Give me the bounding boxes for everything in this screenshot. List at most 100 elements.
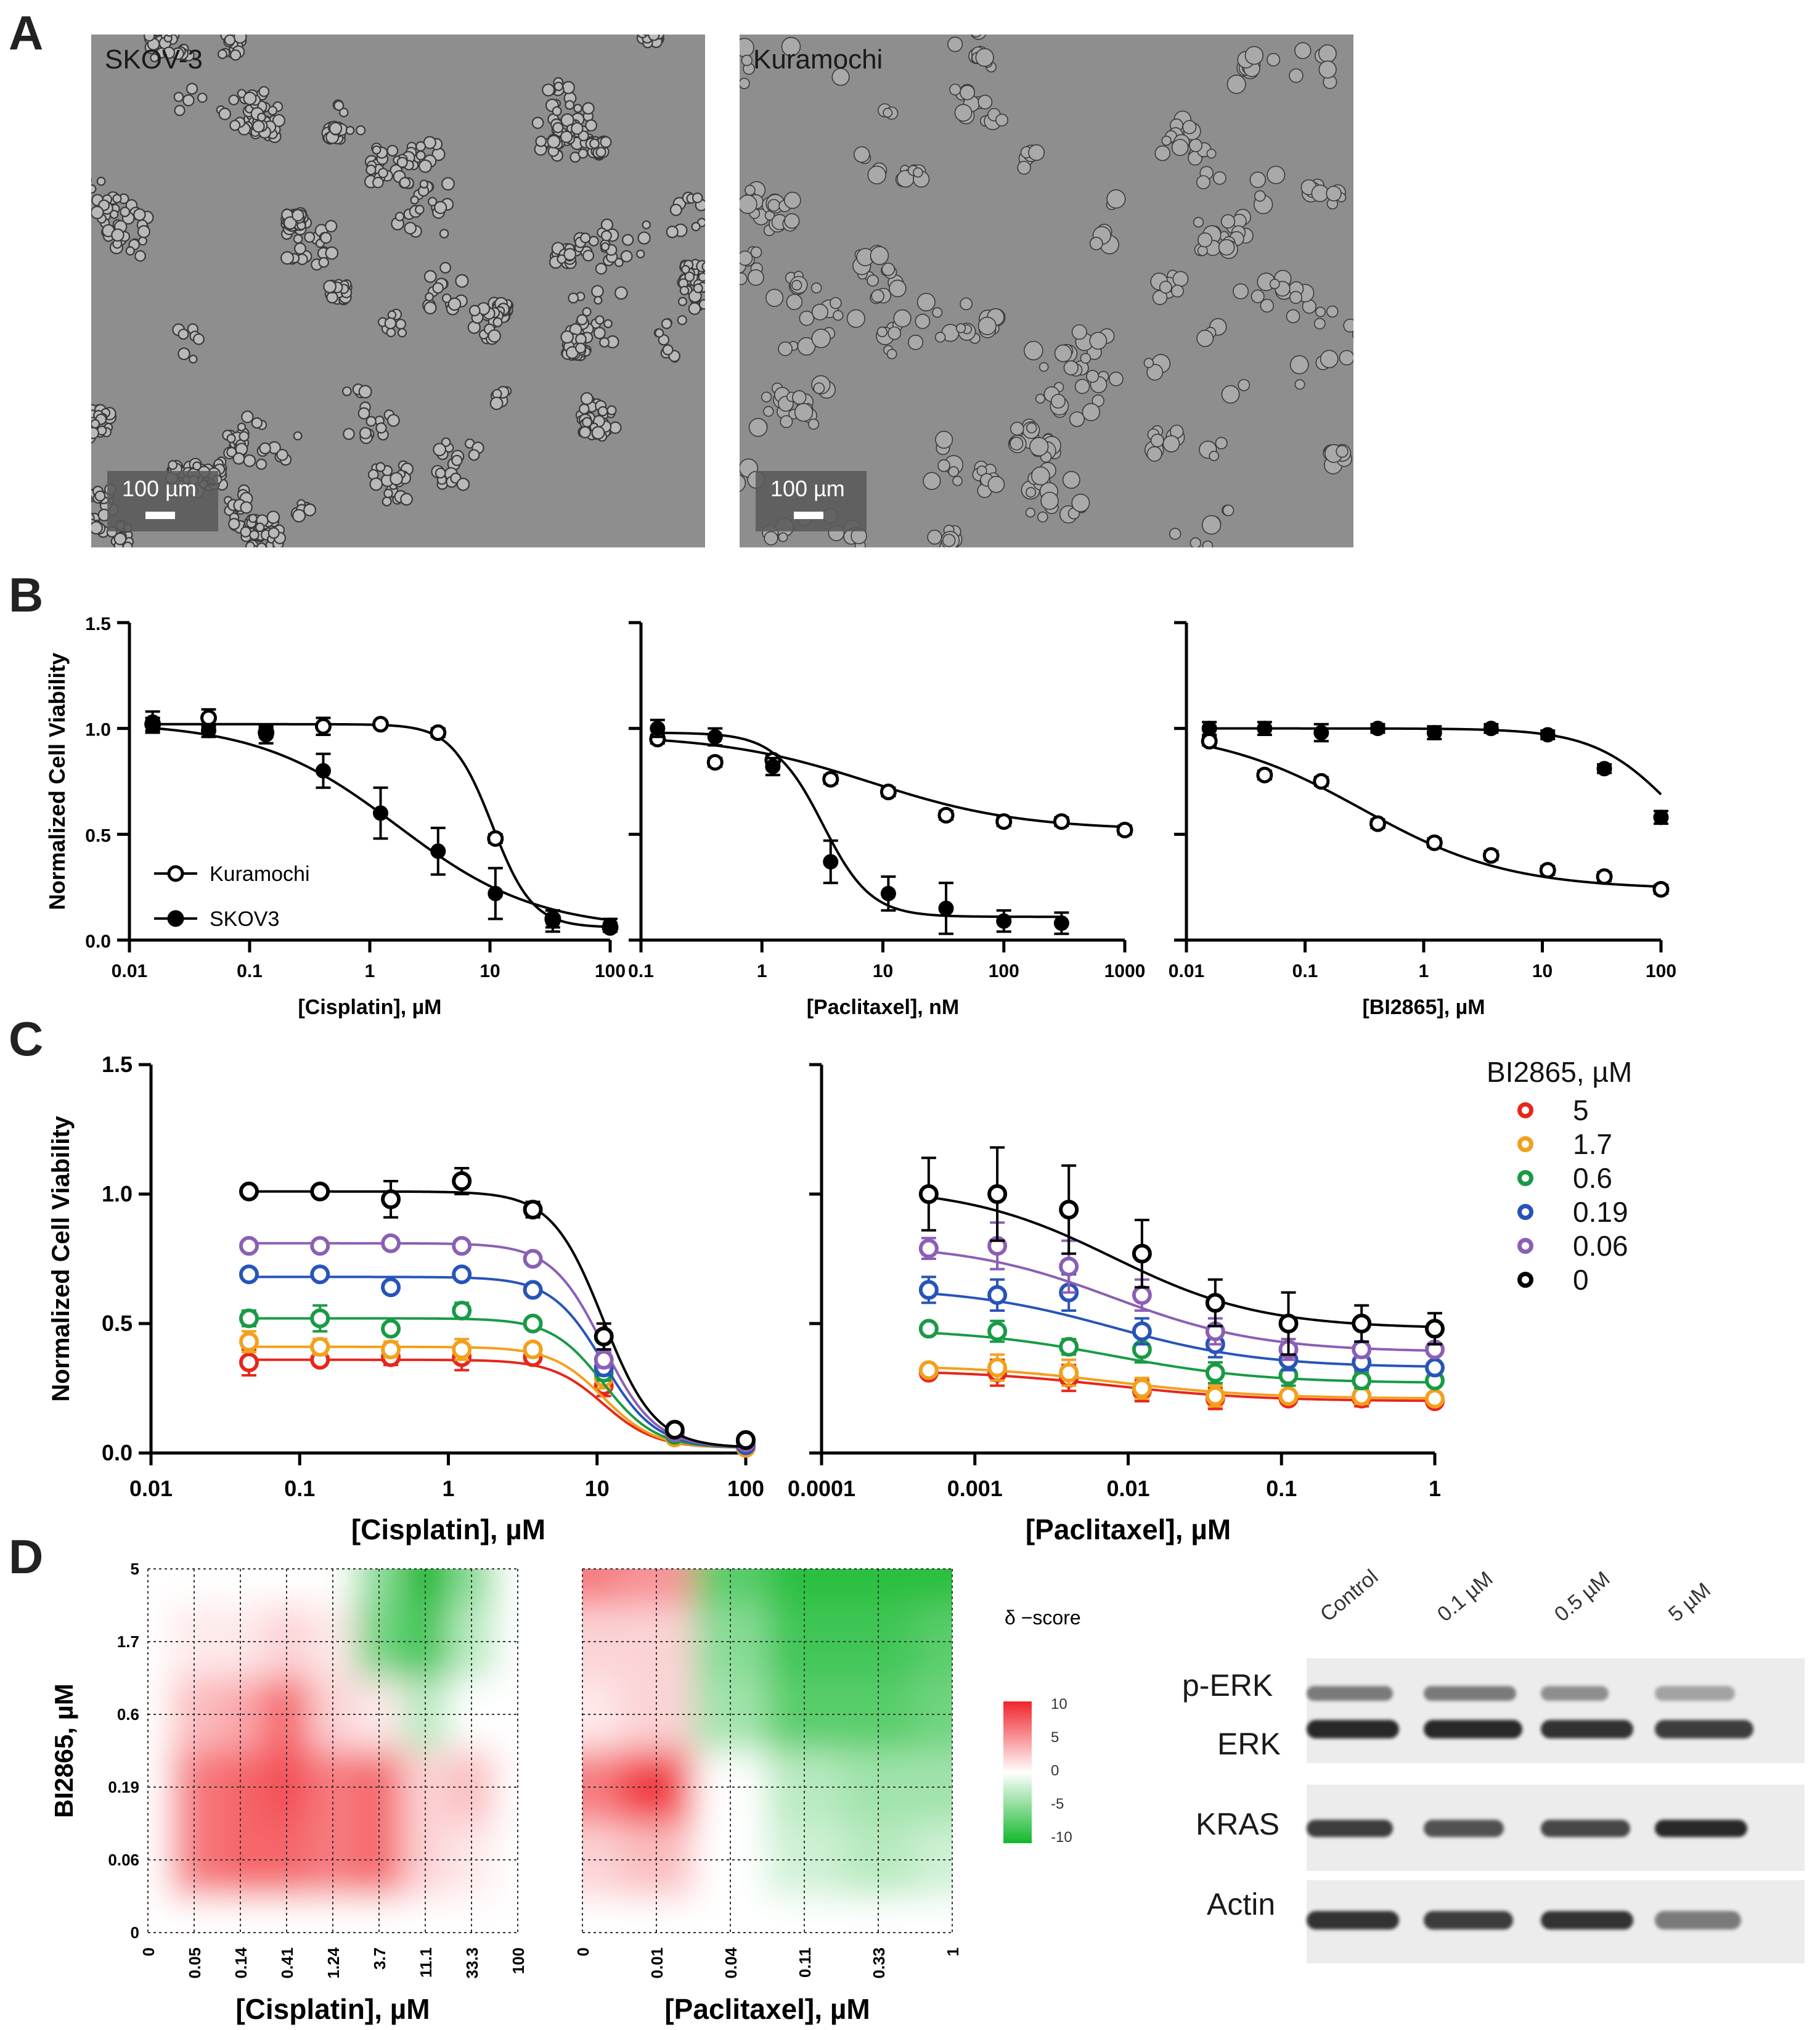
cell [688, 302, 701, 315]
x-tick-label: 1.24 [324, 1947, 343, 1978]
colorbar-gradient [1003, 1701, 1032, 1843]
cell [698, 299, 705, 310]
cell [186, 83, 198, 95]
x-tick-label: 0.14 [232, 1947, 250, 1978]
blot-band [1655, 1820, 1747, 1837]
cell [245, 541, 255, 547]
cell [582, 307, 592, 317]
cell [318, 256, 329, 268]
cell [698, 272, 705, 282]
cell [600, 242, 610, 252]
cell [614, 258, 624, 268]
cell [218, 107, 231, 121]
heatmap-D1: 0 0.05 0.14 0.41 1.24 3.7 11.1 33.3 100 0 0.06 0.19… [49, 1560, 528, 2025]
cell [571, 122, 584, 135]
cell-texture [91, 35, 705, 547]
micrograph-skov3: SKOV-3 100 µm [91, 35, 705, 547]
blot-band [1655, 1911, 1741, 1930]
cell [576, 314, 588, 325]
blot-band [1307, 1911, 1399, 1930]
cell [239, 431, 250, 442]
cell [293, 431, 303, 441]
x-tick-label: 11.1 [417, 1947, 435, 1978]
cell [582, 417, 593, 428]
cell [224, 35, 236, 46]
heatmap-field [582, 1569, 952, 1933]
cell [267, 105, 278, 116]
cell [636, 249, 645, 259]
cell [552, 106, 562, 117]
cell [399, 177, 411, 189]
cell [178, 329, 189, 340]
x-tick-label: 0.01 [648, 1947, 666, 1979]
heatmap-cells [582, 1569, 952, 1933]
cell [489, 396, 504, 411]
row-label: p-ERK [1182, 1668, 1273, 1703]
x-tick-label: 33.3 [463, 1947, 481, 1979]
x-tick-label: 0.11 [796, 1947, 814, 1978]
cell [418, 159, 432, 173]
cell [614, 286, 628, 300]
cell [684, 271, 695, 282]
x-tick-label: 100 [509, 1947, 528, 1974]
cell [577, 130, 589, 142]
cell [591, 426, 605, 440]
cell [165, 35, 174, 37]
colorbar-tick-label: -5 [1051, 1796, 1064, 1812]
cell [365, 415, 377, 427]
cell [552, 121, 564, 134]
cell [375, 462, 386, 472]
blot-band [1655, 1720, 1753, 1738]
x-tick-label: 0.41 [278, 1947, 296, 1979]
heatmap-D2: 0 0.01 0.04 0.11 0.33 1 [Paclitaxel], µM [574, 1568, 962, 2025]
cell [283, 216, 297, 230]
cell [642, 220, 651, 229]
cell [173, 92, 184, 102]
cell [563, 248, 577, 261]
cell [248, 514, 258, 523]
cell [560, 330, 574, 344]
x-axis-label: [Cisplatin], µM [235, 1993, 430, 2025]
cell [168, 460, 178, 470]
panel-letter-c: C [9, 1012, 44, 1066]
x-tick-label: 1 [944, 1947, 962, 1956]
colorbar-title: δ −score [1005, 1606, 1081, 1629]
blot-band [1307, 1720, 1399, 1738]
cell [603, 319, 613, 329]
x-tick-label: 0 [574, 1947, 592, 1956]
cell [249, 530, 259, 541]
cell [228, 518, 240, 530]
cell [272, 113, 285, 128]
colorbar-tick-label: 0 [1051, 1762, 1059, 1779]
cell [255, 522, 265, 533]
cell [531, 117, 544, 129]
cell [256, 459, 267, 470]
cell [292, 209, 304, 222]
cell [292, 509, 306, 523]
cell [174, 105, 186, 117]
y-tick-label: 0.06 [108, 1851, 139, 1869]
cell [542, 83, 555, 97]
blot-band [1541, 1720, 1633, 1738]
y-tick-label: 5 [131, 1560, 139, 1578]
cell [648, 35, 660, 41]
cell [163, 46, 176, 59]
cell [677, 297, 688, 306]
cell [585, 119, 598, 132]
cell [433, 443, 447, 457]
cell [266, 510, 280, 524]
cell [144, 35, 155, 42]
cell [356, 125, 366, 136]
x-tick-label: 0.33 [870, 1947, 888, 1979]
cell [655, 328, 664, 338]
cell [390, 472, 403, 486]
blot-band [1541, 1911, 1633, 1930]
cell [91, 419, 100, 429]
cell [369, 477, 383, 491]
cell [568, 292, 579, 304]
x-axis-label: [Paclitaxel], µM [664, 1993, 870, 2025]
panel-letter-d: D [9, 1529, 44, 1584]
cell [396, 157, 408, 168]
cell [679, 285, 690, 296]
cell [386, 414, 400, 427]
